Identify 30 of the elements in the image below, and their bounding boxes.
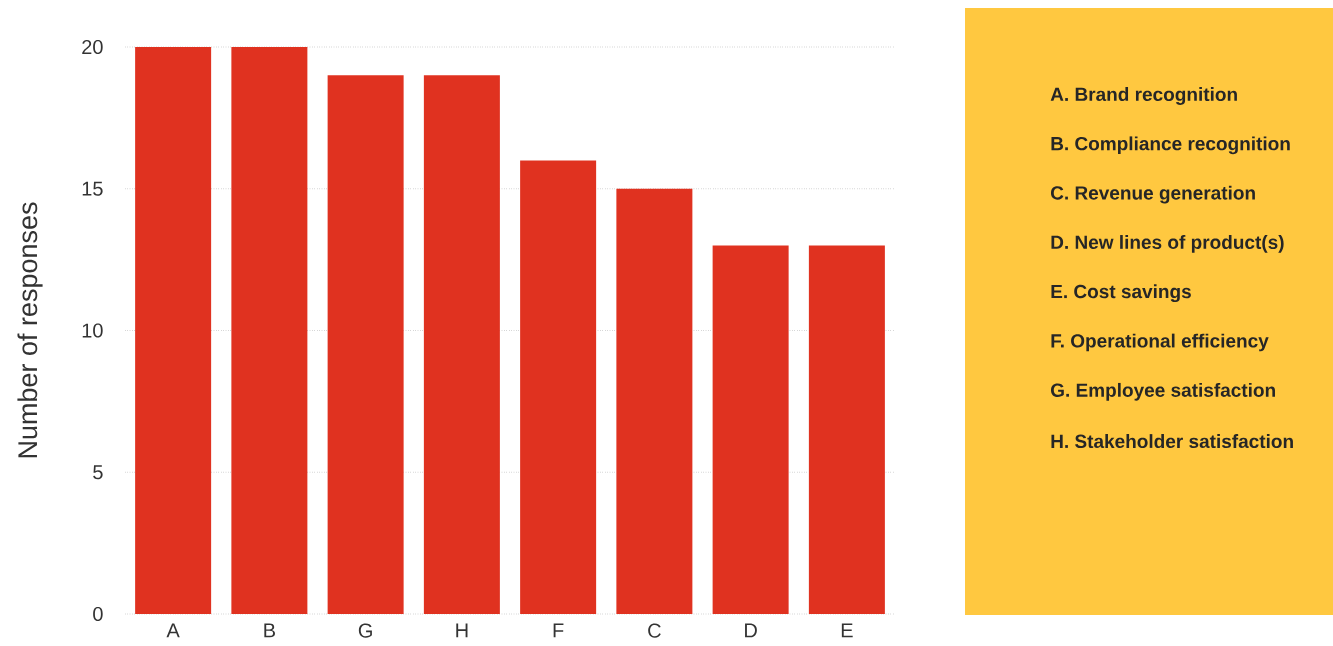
text: A. Brand recognition bbox=[1050, 87, 1237, 105]
bar bbox=[520, 160, 597, 614]
x-tick-label: D bbox=[745, 623, 757, 638]
y-tick-label: 5 bbox=[93, 465, 103, 480]
y-tick-label: 20 bbox=[82, 39, 103, 55]
bar bbox=[712, 245, 789, 614]
x-tick-label: A bbox=[166, 623, 180, 638]
y-tick-label: 0 bbox=[93, 606, 103, 622]
text: G. Employee satisfaction bbox=[1051, 382, 1275, 401]
bar bbox=[423, 75, 500, 614]
y-tick-label: 10 bbox=[82, 323, 103, 338]
y-axis-title: Number of responses bbox=[17, 202, 43, 458]
x-tick-label: H bbox=[456, 623, 468, 638]
text: H. Stakeholder satisfaction bbox=[1051, 434, 1293, 449]
bar bbox=[808, 245, 885, 614]
bar bbox=[231, 47, 308, 614]
text: F. Operational efficiency bbox=[1051, 333, 1269, 352]
x-tick-label: C bbox=[648, 623, 661, 638]
bar bbox=[616, 188, 693, 614]
text: D. New lines of product(s) bbox=[1051, 235, 1284, 253]
bar bbox=[135, 47, 212, 614]
text: C. Revenue generation bbox=[1051, 185, 1255, 204]
x-tick-label: F bbox=[553, 623, 564, 638]
text: E. Cost savings bbox=[1051, 284, 1191, 303]
bar bbox=[327, 75, 404, 614]
x-tick-label: E bbox=[841, 623, 853, 638]
y-tick-label: 15 bbox=[82, 181, 103, 196]
text: B. Compliance recognition bbox=[1051, 136, 1290, 155]
x-tick-label: B bbox=[264, 623, 275, 638]
x-tick-label: G bbox=[358, 623, 372, 638]
